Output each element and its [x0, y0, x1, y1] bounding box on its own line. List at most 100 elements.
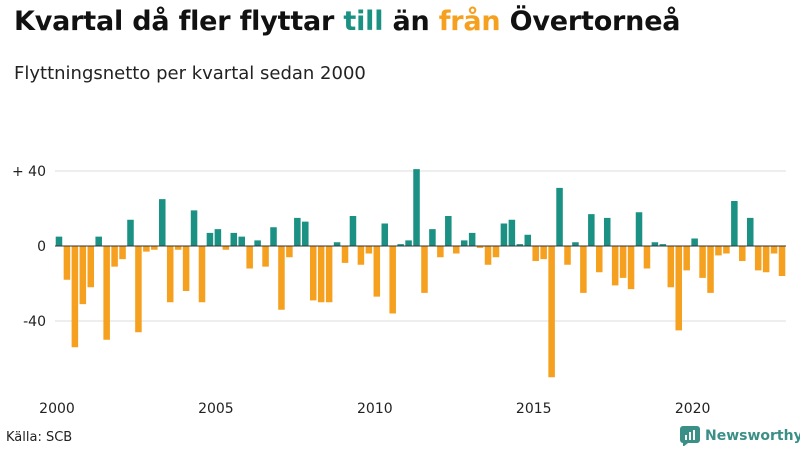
bar [667, 246, 675, 288]
bar [572, 242, 579, 246]
bar [460, 240, 468, 247]
chart-subtitle: Flyttningsnetto per kvartal sedan 2000 [14, 63, 366, 84]
bar [349, 216, 357, 246]
axis-layer: + 40 0 -40 2000 2005 2010 2015 2020 [12, 164, 786, 417]
bar [746, 217, 754, 247]
title-fran: från [438, 6, 501, 37]
bar [731, 201, 738, 246]
bar [373, 246, 381, 297]
bars-layer [55, 169, 786, 378]
bar [651, 242, 659, 246]
bar [421, 246, 428, 293]
bar [596, 246, 603, 273]
chart-title: Kvartal då fler flyttar till än från Öve… [14, 6, 681, 37]
bar [453, 246, 460, 254]
bar [492, 246, 500, 258]
bar [635, 212, 643, 246]
bar [556, 187, 563, 247]
bar [119, 246, 126, 260]
bar [254, 240, 261, 247]
bar [524, 234, 532, 246]
bar [683, 246, 690, 271]
bar [79, 246, 87, 305]
bar [508, 219, 516, 246]
bar [413, 169, 420, 247]
bar [151, 246, 158, 250]
bar [611, 246, 619, 286]
x-tick-label: 2015 [516, 401, 552, 417]
bar [127, 219, 134, 246]
bar [365, 246, 373, 254]
bar [500, 223, 508, 246]
bar [627, 246, 635, 290]
bar [405, 240, 412, 247]
bar [166, 246, 174, 303]
bar [143, 246, 150, 252]
title-part1: Kvartal då fler flyttar [14, 6, 344, 37]
bar [715, 246, 722, 256]
bar [691, 238, 698, 246]
bar [87, 246, 95, 288]
source-note: Källa: SCB [6, 430, 73, 445]
bar [95, 236, 102, 247]
bar [55, 236, 63, 247]
bar [159, 199, 166, 247]
bar [309, 246, 317, 301]
bar [588, 214, 595, 247]
bar [770, 246, 778, 254]
bar [190, 210, 198, 247]
bar [603, 217, 611, 247]
bar [325, 246, 333, 303]
bar [723, 246, 730, 254]
bar [317, 246, 325, 303]
bar [214, 229, 222, 247]
bar [397, 244, 404, 247]
x-tick-label: 2010 [357, 401, 393, 417]
x-tick-label: 2020 [675, 401, 711, 417]
brand-name: Newsworthy [705, 428, 800, 444]
bar [699, 246, 706, 278]
bar [357, 246, 365, 265]
bar [198, 246, 206, 303]
bar [778, 246, 786, 276]
y-tick-label: 0 [37, 239, 46, 255]
bar [63, 246, 71, 280]
bar [238, 236, 245, 247]
bar [540, 246, 547, 260]
title-till: till [343, 6, 384, 37]
bar [445, 216, 452, 246]
bar [659, 244, 667, 247]
bar [762, 246, 770, 273]
bar [206, 232, 214, 247]
title-part2: än [383, 6, 439, 37]
bar [230, 232, 238, 247]
bar [532, 246, 539, 261]
bar [135, 246, 142, 333]
bar [619, 246, 627, 278]
bar [476, 246, 484, 248]
bar [548, 246, 555, 378]
bar [516, 244, 524, 247]
bar [222, 246, 230, 250]
newsworthy-logo-icon [680, 426, 700, 446]
bar [707, 246, 714, 293]
bar [468, 232, 476, 247]
y-tick-label: -40 [23, 314, 46, 330]
bar [182, 246, 190, 291]
bar [437, 246, 444, 258]
bar [754, 246, 762, 271]
x-tick-label: 2005 [198, 401, 234, 417]
bar [381, 223, 389, 246]
bar [333, 242, 341, 246]
bar [246, 246, 253, 269]
bar [103, 246, 110, 340]
bar [643, 246, 651, 269]
newsworthy-logo[interactable]: Newsworthy [680, 426, 800, 446]
bar [302, 221, 309, 247]
bar [278, 246, 285, 310]
y-tick-label: + 40 [12, 164, 46, 180]
title-part3: Övertorneå [500, 6, 681, 37]
bar [341, 246, 349, 263]
bar [174, 246, 182, 250]
